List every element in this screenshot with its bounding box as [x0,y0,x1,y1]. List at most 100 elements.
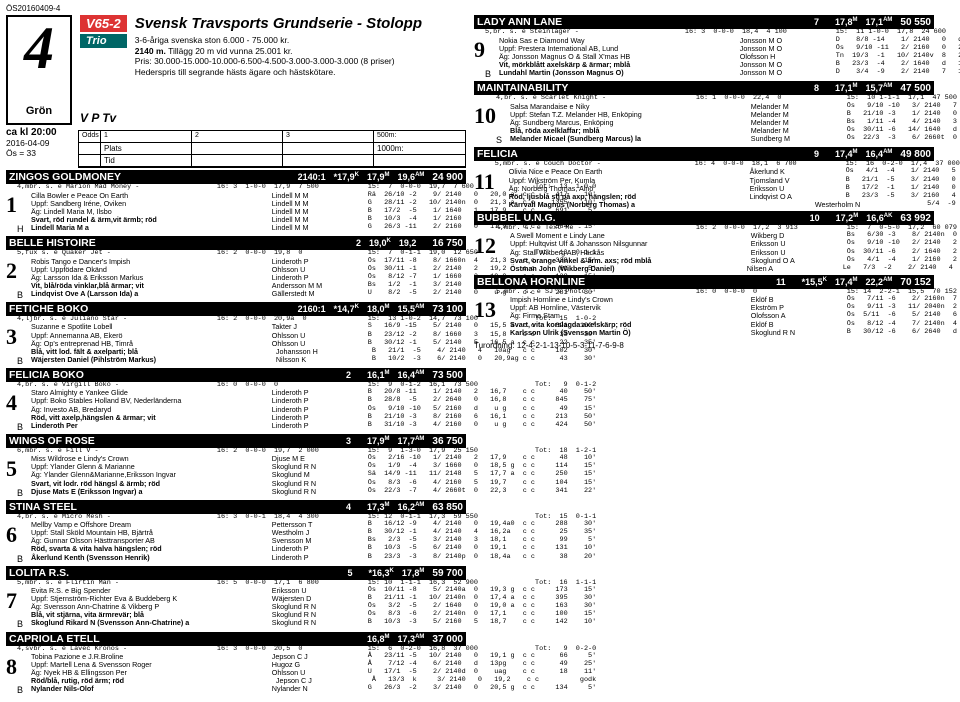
horse-money: 47 500 [900,83,931,94]
horse-name: CAPRIOLA ETELL [9,633,100,645]
entry-letter: B [17,488,27,498]
entry-block: 12 4,mbr. s. e Text Me - 16: 2 0-0-0 17,… [474,225,934,273]
horse-money: 63 992 [900,213,931,224]
entry-letter: H [17,224,27,234]
entry-number: 5 [6,448,17,498]
entry-block: 7 5,mbr. s. e Flirtin Man - 16: 5 0-0-0 … [6,580,466,630]
horse-money: 49 800 [900,149,931,160]
result-row: Östman John (Wikberg Daniel)Nilsen ALe 7… [496,265,960,273]
race-title: Svensk Travsports Grundserie - Stolopp [135,15,466,32]
color-label: Grön [8,105,70,117]
horse-bar: BELLONA HORNLINE 11 *15,5K 17,4M 22,2AM … [474,275,934,289]
odds-section: ca kl 20:00 2016-04-09 Ös = 33 Odds 1 2 … [6,127,466,170]
horse-bar: WINGS OF ROSE 3 17,9M 17,7AM 36 750 [6,434,466,448]
header-row: 4 Grön V65-2 Trio V P Tv Svensk Travspor… [6,15,466,125]
entry-block: 1 4,mbr. s. e Marion Mad Money - 16: 3 1… [6,184,466,234]
horse-name: BUBBEL U.N.G. [477,212,556,224]
right-horses-list: LADY ANN LANE 7 17,8M 17,1AM 50 550 9 5,… [474,15,934,337]
result-row: BLundahl Martin (Jonsson Magnus O)Jonsso… [485,69,960,79]
race-desc: 3-6-åriga svenska ston 6.000 - 75.000 kr… [135,35,466,78]
entry-block: 4 4,br. s. e Virgill Boko - 16: 0 0-0-0 … [6,382,466,432]
horse-money: 70 152 [900,277,931,288]
title-block: Svensk Travsports Grundserie - Stolopp 3… [135,15,466,125]
left-horses-list: ZINGOS GOLDMONEY 2140:1 *17,9K 17,9M 19,… [6,170,466,696]
horse-bar: LADY ANN LANE 7 17,8M 17,1AM 50 550 [474,15,934,29]
race-number: 4 [8,21,70,75]
horse-bar: MAINTAINABILITY 8 17,1M 15,7AM 47 500 [474,81,934,95]
odds-box: Odds 1 2 3 500m: Plats 1000m: Tid [78,130,466,168]
horse-money: 73 100 [432,304,463,315]
horse-bar: ZINGOS GOLDMONEY 2140:1 *17,9K 17,9M 19,… [6,170,466,184]
entry-body: 4,mbr. s. e Text Me - 16: 2 0-0-0 17,2 3… [496,225,960,273]
entry-number: 11 [474,161,495,209]
horse-name: LADY ANN LANE [477,16,562,28]
entry-number: 3 [6,316,17,366]
horse-name: FELICIA [477,148,518,160]
horse-money: 16 750 [432,238,463,249]
entry-block: 3 4,ljbr. s. e Juliano Star - 16: 2 0-0-… [6,316,466,366]
entry-letter [495,201,505,209]
entry-block: 8 4,svbr. s. e Lavec Kronos - 16: 3 0-0-… [6,646,466,696]
entry-letter: B [17,290,27,300]
entry-letter [496,265,506,273]
odds-grid: Odds 1 2 3 500m: Plats 1000m: Tid [79,131,465,167]
result-row: SMelander Micael (Sundberg Marcus) laSun… [496,135,960,145]
horse-name: FELICIA BOKO [9,369,84,381]
left-column: 4 Grön V65-2 Trio V P Tv Svensk Travspor… [6,15,466,698]
entry-letter [496,329,506,337]
horse-money: 73 500 [432,370,463,381]
entry-block: 9 5,br. s. e Steinlager - 16: 3 0-0-0 18… [474,29,934,79]
entry-block: 13 5,mbr. s. e SJ's Photo - 16: 0 0-0-0 … [474,289,934,337]
horse-bar: FETICHE BOKO 2160:1 *14,7K 18,0M 15,5AM … [6,302,466,316]
horse-bar: STINA STEEL 4 17,3M 16,2AM 63 850 [6,500,466,514]
entry-number: 13 [474,289,496,337]
horse-money: 50 550 [900,17,931,28]
result-row: Karlsson Ulrik (Svensson Martin Ö)Skoglu… [496,329,960,337]
horse-name: BELLONA HORNLINE [477,276,585,288]
entry-letter: B [17,554,27,564]
entry-block: 6 4,br. s. e Micro Mesh - 16: 3 0-0-1 18… [6,514,466,564]
horse-bar: FELICIA 9 17,4M 16,4AM 49 800 [474,147,934,161]
horse-name: MAINTAINABILITY [477,82,568,94]
horse-bar: BELLE HISTOIRE 2 19,0K 19,2 16 750 [6,236,466,250]
horse-money: 63 850 [432,502,463,513]
horse-name: FETICHE BOKO [9,303,88,315]
entry-body: 5,mbr. s. e Couch Doctor - 16: 4 0-0-0 1… [495,161,960,209]
os-value: Ös = 33 [6,148,74,158]
entry-number: 8 [6,646,17,696]
horse-name: BELLE HISTOIRE [9,237,96,249]
entry-letter: S [496,135,506,145]
race-date: 2016-04-09 [6,138,74,148]
race-number-box: 4 Grön [6,15,72,125]
vptv-label: V P Tv [80,111,127,125]
horse-bar: FELICIA BOKO 2 16,1M 16,4AM 73 500 [6,368,466,382]
horse-name: WINGS OF ROSE [9,435,95,447]
entry-block: 11 5,mbr. s. e Couch Doctor - 16: 4 0-0-… [474,161,934,209]
entry-letter: B [17,422,27,432]
top-code: ÖS20160409-4 [6,4,954,13]
start-time: ca kl 20:00 [6,127,74,138]
right-column: LADY ANN LANE 7 17,8M 17,1AM 50 550 9 5,… [474,15,934,698]
horse-name: LOLITA R.S. [9,567,69,579]
horse-bar: CAPRIOLA ETELL 16,8M 17,3AM 37 000 [6,632,466,646]
entry-letter: B [17,619,27,629]
entry-number: 7 [6,580,17,630]
entry-number: 6 [6,514,17,564]
horse-money: 37 000 [432,634,463,645]
entry-letter: B [485,69,495,79]
bet-types: V65-2 Trio V P Tv [80,15,127,125]
entry-letter: B [17,356,27,366]
horse-name: ZINGOS GOLDMONEY [9,171,121,183]
horse-money: 59 700 [432,568,463,579]
entry-letter: B [17,685,27,695]
turordning: Turordning: 12-4-2-1-13-10-5-3-11-7-6-9-… [474,341,934,350]
entry-block: 10 4,br. s. e Scarlet Knight - 16: 1 0-0… [474,95,934,145]
entry-number: 1 [6,184,17,234]
entry-number: 4 [6,382,17,432]
time-info: ca kl 20:00 2016-04-09 Ös = 33 [6,127,74,170]
entry-body: 5,br. s. e Steinlager - 16: 3 0-0-0 18,4… [485,29,960,79]
entry-number: 9 [474,29,485,79]
result-row: Kärrvall Magnus (Norberg Thomas) aWester… [495,201,960,209]
page-columns: 4 Grön V65-2 Trio V P Tv Svensk Travspor… [6,15,954,698]
entry-block: 5 6,mbr. s. e Fill V - 16: 2 0-0-0 19,7 … [6,448,466,498]
